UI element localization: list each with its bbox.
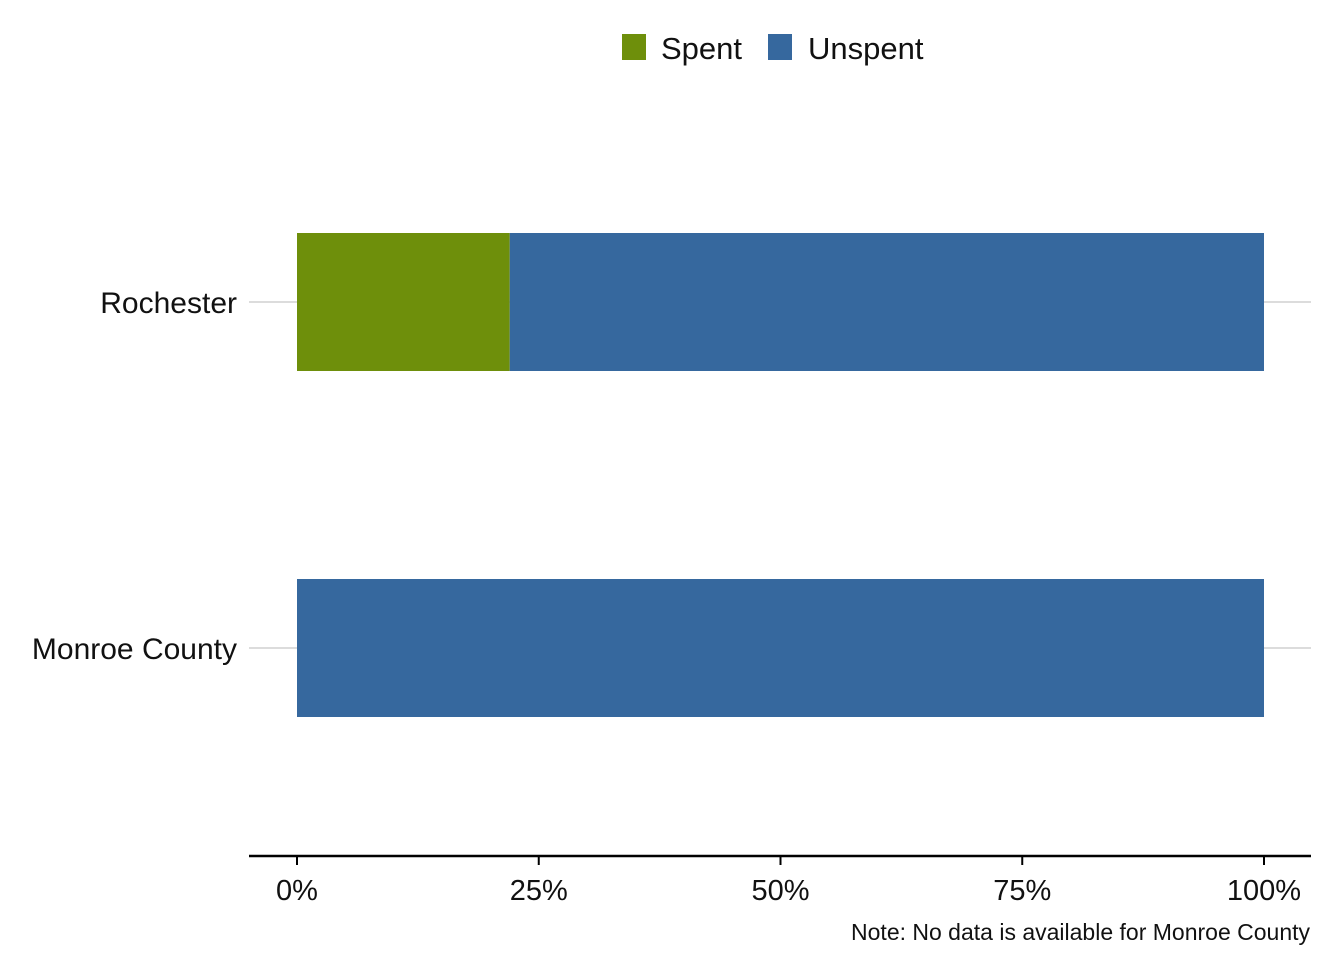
y-label-monroe-county: Monroe County [32,633,237,666]
x-tick-label-100: 100% [1227,875,1301,907]
y-axis-labels: Rochester Monroe County [32,287,237,666]
bar-rochester-unspent [509,233,1264,371]
legend-swatch-spent [622,34,646,60]
x-tick-label-75: 75% [993,875,1051,907]
x-tick-label-25: 25% [510,875,568,907]
y-label-rochester: Rochester [100,287,237,320]
x-tick-label-50: 50% [751,875,809,907]
legend-label-spent: Spent [661,31,742,66]
chart-note: Note: No data is available for Monroe Co… [851,919,1310,945]
bar-monroe-county-unspent [297,579,1264,717]
bar-rochester-spent [297,233,510,371]
legend-swatch-unspent [768,34,792,60]
x-tick-label-0: 0% [276,875,318,907]
x-axis: 0% 25% 50% 75% 100% [249,854,1311,907]
legend: Spent Unspent [622,31,924,66]
bars [297,233,1264,717]
legend-label-unspent: Unspent [808,31,924,66]
